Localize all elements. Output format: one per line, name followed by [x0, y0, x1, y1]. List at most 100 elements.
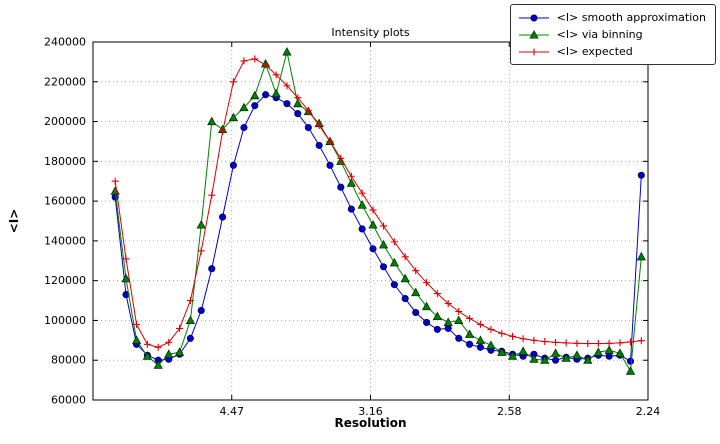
circle-marker: [186, 334, 194, 342]
y-tick-label: 220000: [44, 75, 86, 88]
triangle-marker: [583, 355, 593, 364]
plus-marker: [186, 297, 194, 305]
plus-marker: [412, 267, 420, 275]
circle-marker: [552, 356, 560, 364]
y-tick-label: 80000: [51, 354, 86, 367]
y-tick-label: 120000: [44, 274, 86, 287]
legend: <I> smooth approximation <I> via binning <…: [509, 4, 716, 65]
legend-item-smooth: <I> smooth approximation: [517, 9, 706, 26]
plus-marker: [433, 290, 441, 298]
plus-marker: [509, 332, 517, 340]
circle-marker: [401, 295, 409, 303]
circle-marker: [369, 245, 377, 253]
plus-marker: [272, 71, 280, 79]
circle-marker: [251, 102, 259, 110]
y-axis-label: <I>: [7, 208, 21, 234]
triangle-marker: [121, 273, 131, 283]
plus-marker: [154, 343, 162, 351]
plus-marker: [552, 338, 560, 346]
plus-marker: [498, 329, 506, 337]
plus-marker: [541, 338, 549, 346]
triangle-marker: [271, 88, 281, 98]
plus-marker: [573, 339, 581, 347]
legend-plus-sample-icon: [518, 48, 549, 55]
triangle-marker: [378, 239, 389, 249]
legend-label: <I> smooth approximation: [556, 11, 706, 24]
triangle-marker: [615, 348, 625, 357]
plus-marker: [165, 338, 173, 346]
triangle-marker: [636, 251, 646, 261]
triangle-marker: [131, 335, 142, 344]
plus-marker: [530, 48, 538, 55]
y-tick-label: 240000: [44, 36, 86, 49]
legend-triangle-sample-icon: [518, 29, 549, 39]
axes-frame: [92, 41, 649, 401]
plus-marker: [326, 137, 334, 145]
circle-marker: [315, 141, 323, 149]
x-tick-label: 2.24: [636, 405, 661, 418]
triangle-marker: [540, 355, 550, 364]
triangle-marker: [432, 311, 442, 321]
legend-label: <I> expected: [556, 45, 633, 58]
triangle-marker: [153, 360, 163, 369]
circle-marker: [240, 123, 248, 132]
triangle-marker: [411, 287, 421, 297]
plus-marker: [584, 340, 592, 348]
circle-marker: [304, 123, 312, 132]
triangle-marker: [185, 315, 195, 324]
circle-marker: [294, 110, 302, 118]
y-tick-label: 100000: [44, 314, 86, 327]
legend-circle-sample-icon: [518, 13, 549, 22]
plus-marker: [143, 340, 151, 348]
circle-marker: [476, 343, 484, 351]
plus-marker: [358, 189, 366, 197]
circle-marker: [444, 324, 452, 332]
plus-marker: [616, 339, 624, 347]
plus-marker: [605, 339, 613, 347]
legend-item-binning: <I> via binning: [517, 26, 706, 43]
plus-marker: [197, 247, 205, 255]
triangle-marker: [443, 317, 453, 326]
triangle-marker: [400, 273, 410, 283]
triangle-marker: [282, 47, 292, 56]
circle-marker: [358, 225, 366, 233]
circle-marker: [347, 205, 355, 213]
plus-marker: [315, 122, 323, 130]
y-tick-label: 140000: [44, 234, 86, 247]
triangle-marker: [497, 347, 507, 356]
plus-marker: [519, 335, 527, 343]
plus-marker: [390, 238, 398, 246]
legend-label: <I> via binning: [556, 28, 643, 41]
triangle-marker: [572, 350, 582, 359]
legend-item-expected: <I> expected: [517, 43, 706, 60]
triangle-marker: [207, 116, 217, 126]
y-tick-label: 180000: [44, 155, 86, 168]
plus-marker: [594, 340, 602, 348]
triangle-marker: [529, 29, 539, 39]
triangle-marker: [561, 353, 571, 362]
x-axis-label: Resolution: [334, 416, 407, 430]
circle-marker: [219, 213, 227, 221]
triangle-marker: [239, 102, 249, 112]
triangle-marker: [475, 335, 485, 344]
plus-marker: [240, 57, 248, 65]
plus-marker: [562, 339, 570, 347]
x-tick-label: 4.47: [220, 405, 245, 418]
plus-marker: [304, 107, 312, 115]
plus-marker: [283, 82, 291, 90]
triangle-marker: [196, 220, 206, 229]
triangle-marker: [293, 98, 303, 108]
y-tick-label: 200000: [44, 115, 86, 128]
triangle-marker: [250, 90, 260, 100]
circle-marker: [390, 281, 398, 289]
plus-marker: [627, 338, 635, 346]
circle-marker: [208, 265, 216, 273]
triangle-marker: [389, 257, 399, 267]
triangle-marker: [604, 345, 614, 354]
triangle-marker: [529, 354, 539, 363]
plus-marker: [294, 94, 302, 102]
plus-marker: [337, 154, 345, 162]
circle-marker: [229, 161, 237, 169]
